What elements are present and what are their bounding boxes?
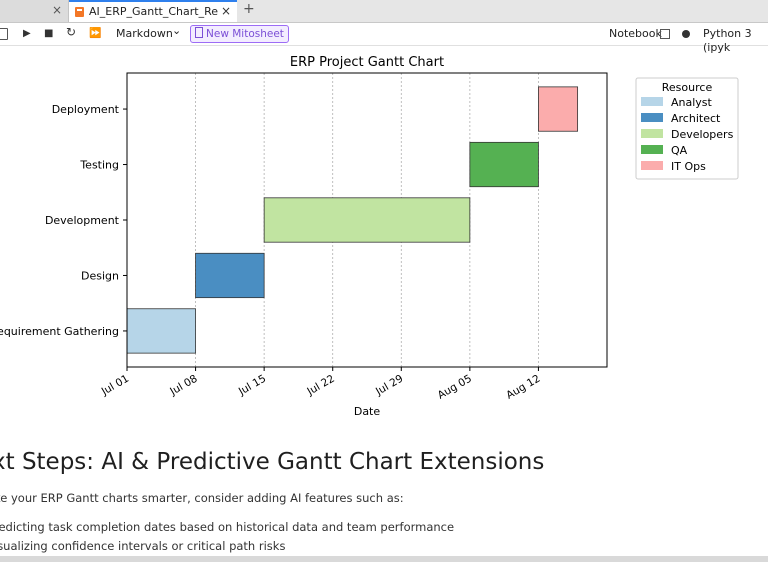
notebook-toolbar: ▶ ■ ↻ ⏩ Markdown ⌄ New Mitosheet Noteboo… [0, 23, 768, 54]
markdown-heading: xt Steps: AI & Predictive Gantt Chart Ex… [0, 449, 545, 475]
notebook-icon [75, 7, 84, 17]
y-tick-label: equirement Gathering [0, 325, 119, 338]
y-axis: equirement Gathering Design Development Tes… [0, 103, 127, 338]
tab-bar: × AI_ERP_Gantt_Chart_Repor × + [0, 0, 768, 23]
legend-label: QA [671, 144, 688, 157]
x-tick-label: Aug 12 [504, 373, 542, 402]
tab-active-notebook[interactable]: AI_ERP_Gantt_Chart_Repor × [69, 0, 237, 22]
y-tick-label: Deployment [52, 103, 120, 116]
markdown-list-item: isualizing confidence intervals or criti… [0, 539, 286, 553]
restart-kernel-button[interactable]: ↻ [66, 25, 77, 39]
bars [126, 86, 579, 354]
x-tick-label: Jul 29 [373, 373, 405, 399]
new-mitosheet-button[interactable]: New Mitosheet [190, 25, 289, 43]
legend-label: Developers [671, 128, 734, 141]
y-tick-label: Design [81, 269, 119, 282]
debugger-bug-icon[interactable] [682, 30, 690, 38]
horizontal-scrollbar[interactable] [0, 556, 768, 562]
legend-swatch [641, 129, 663, 138]
run-all-button[interactable]: ⏩ [89, 28, 102, 39]
tab-title: AI_ERP_Gantt_Chart_Repor [89, 5, 219, 18]
legend-swatch [641, 97, 663, 106]
close-tab-icon[interactable]: × [52, 3, 63, 17]
kernel-name[interactable]: Python 3 (ipyk [703, 27, 752, 54]
gantt-bar [469, 141, 539, 188]
markdown-list-item: redicting task completion dates based on… [0, 520, 455, 534]
y-tick-label: Development [45, 214, 120, 227]
close-tab-icon[interactable]: × [221, 4, 232, 18]
x-tick-label: Jul 08 [167, 373, 199, 399]
x-tick-label: Jul 15 [236, 373, 268, 399]
run-cell-button[interactable]: ▶ [23, 28, 31, 39]
x-axis-label: Date [354, 405, 381, 418]
chevron-down-icon[interactable]: ⌄ [172, 24, 182, 37]
interrupt-kernel-button[interactable]: ■ [44, 28, 54, 39]
legend-swatch [641, 161, 663, 170]
legend-swatch [641, 145, 663, 154]
legend-label: Architect [671, 112, 721, 125]
new-tab-button[interactable]: + [243, 1, 255, 17]
tab-previous-notebook[interactable]: × [0, 0, 69, 22]
x-axis: Jul 01 Jul 08 Jul 15 Jul 22 Jul 29 Aug 05 Aug … [99, 367, 542, 402]
mito-icon [195, 27, 203, 38]
notebook-label: Notebook [609, 27, 662, 40]
x-tick-label: Aug 05 [436, 373, 474, 402]
legend-swatch [641, 113, 663, 122]
gantt-bar [263, 197, 471, 243]
gantt-bar [126, 308, 196, 354]
markdown-intro: ke your ERP Gantt charts smarter, consid… [0, 491, 404, 505]
legend-label: Analyst [671, 96, 713, 109]
notebook-output: ERP Project Gantt Chart equirement Gathe… [0, 46, 768, 556]
gantt-chart: ERP Project Gantt Chart equirement Gathe… [0, 55, 739, 418]
y-tick-label: Testing [79, 159, 119, 172]
x-tick-label: Jul 22 [304, 373, 336, 399]
legend: Resource Analyst Architect Developers QA IT … [635, 77, 739, 180]
new-mitosheet-label: New Mitosheet [206, 28, 284, 40]
legend-title: Resource [662, 81, 713, 94]
gantt-bar [195, 252, 265, 299]
save-icon[interactable] [0, 28, 8, 40]
legend-entries: Analyst Architect Developers QA IT Ops [641, 96, 734, 173]
chart-title: ERP Project Gantt Chart [290, 55, 444, 70]
open-in-new-icon[interactable] [660, 29, 670, 39]
gantt-bar [538, 86, 579, 132]
cell-type-select[interactable]: Markdown [116, 27, 173, 40]
legend-label: IT Ops [671, 160, 706, 173]
x-tick-label: Jul 01 [99, 373, 131, 399]
